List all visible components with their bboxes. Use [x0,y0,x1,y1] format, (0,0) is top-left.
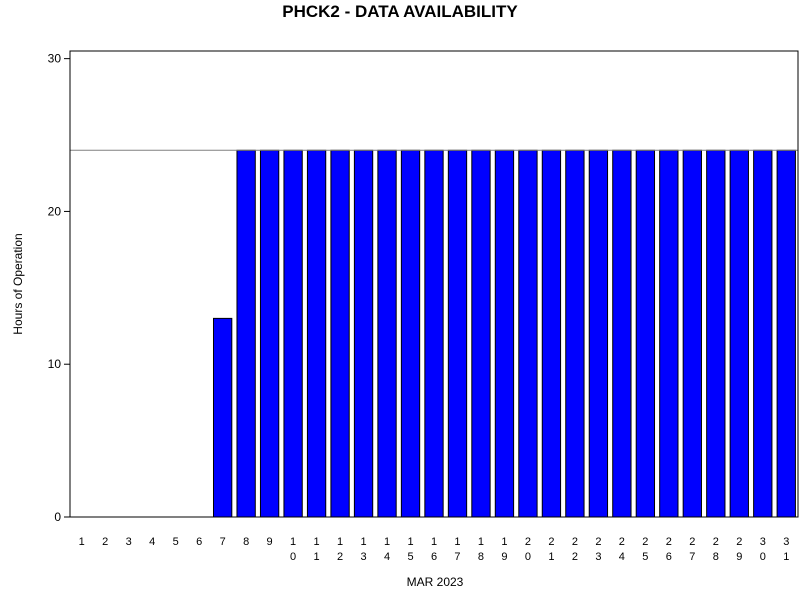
bar-day-30 [753,149,773,518]
bar-day-20 [518,149,538,518]
bar-day-16 [424,149,444,518]
bars-group [212,149,796,518]
bar-day-21 [541,149,562,518]
x-tick-label: 5 [173,536,179,548]
bar-day-14 [377,149,397,518]
x-tick-label: 9 [267,536,273,548]
bar-day-8 [236,149,256,518]
y-axis: 0 10 20 30 [48,52,70,524]
plot-frame [69,50,799,518]
y-tick-label: 30 [48,52,62,66]
bar-day-19 [494,149,515,518]
x-tick-label: 4 [149,536,155,548]
bar-day-18 [471,149,491,518]
y-tick-label: 20 [48,204,62,218]
chart-title: PHCK2 - DATA AVAILABILITY [282,2,518,21]
bar-day-25 [635,149,656,518]
bar-day-10 [283,149,303,518]
bar-day-23 [588,149,609,518]
x-tick-label: 2 [102,536,108,548]
x-axis: 1 2 3 4 5 6 7 8 9 1 01 11 21 31 41 51 61 71 81 92 02 12 22 32 42… [79,536,790,563]
bar-day-7 [212,317,233,518]
bar-day-27 [682,149,702,518]
bar-day-15 [400,149,421,518]
y-axis-label: Hours of Operation [11,233,25,334]
bar-day-31 [776,149,796,518]
bar-day-12 [330,149,350,518]
x-tick-label: 7 [220,536,226,548]
bar-day-17 [447,149,468,518]
bar-day-13 [353,149,374,518]
y-tick-label: 0 [54,510,61,524]
x-tick-label: 1 [79,536,85,548]
bar-day-9 [259,149,280,518]
bar-day-24 [612,149,632,518]
bar-day-28 [706,149,726,518]
x-tick-label: 8 [243,536,249,548]
bar-day-22 [565,149,585,518]
x-tick-label: 6 [196,536,202,548]
bar-day-26 [659,149,679,518]
x-tick-label: 3 [126,536,132,548]
bar-day-11 [306,149,327,518]
y-tick-label: 10 [48,357,62,371]
bar-day-29 [729,149,749,518]
x-axis-label: MAR 2023 [407,575,464,589]
